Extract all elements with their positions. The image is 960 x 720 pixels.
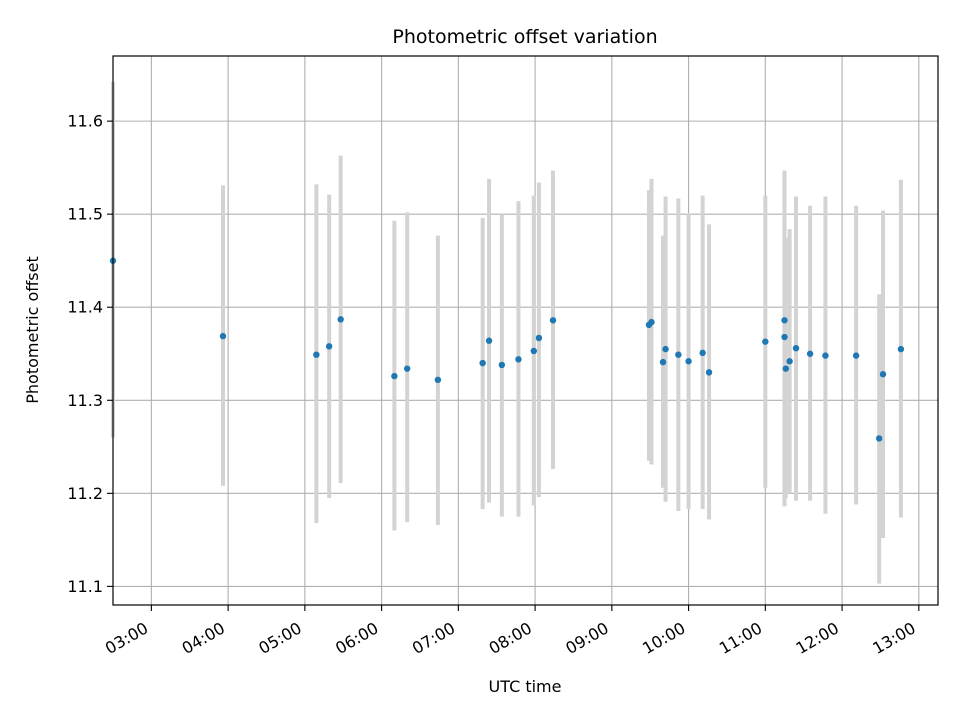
data-point [875, 435, 883, 442]
y-tick-label: 11.6 [67, 112, 103, 131]
x-tick-label: 07:00 [409, 618, 458, 658]
data-point [762, 338, 769, 345]
data-point [498, 361, 506, 369]
x-tick-label: 10:00 [639, 618, 688, 658]
data-point [337, 316, 344, 323]
grid [113, 56, 938, 605]
data-point [786, 358, 793, 365]
data-point [852, 352, 860, 359]
y-tick-label: 11.1 [67, 577, 103, 596]
data-point [403, 365, 411, 372]
x-tick-label: 12:00 [793, 618, 842, 658]
data-point [313, 351, 320, 358]
data-point [781, 317, 788, 324]
x-tick-label: 08:00 [486, 618, 535, 658]
data-point [675, 351, 682, 358]
y-axis-label: Photometric offset [23, 256, 42, 404]
x-axis-label: UTC time [489, 677, 562, 696]
x-tick-label: 05:00 [255, 618, 304, 658]
data-point [662, 345, 669, 353]
data-point [879, 371, 887, 378]
data-point [549, 317, 557, 324]
data-point [219, 332, 227, 340]
data-point [705, 369, 713, 376]
y-tick-label: 11.3 [67, 391, 103, 410]
x-tick-label: 09:00 [562, 618, 611, 658]
data-point [897, 345, 905, 353]
chart-title: Photometric offset variation [392, 26, 657, 48]
data-point [699, 349, 706, 357]
data-point [781, 333, 788, 341]
data-point [659, 358, 667, 366]
data-point [515, 356, 522, 363]
data-point [648, 318, 655, 326]
data-point [325, 343, 333, 350]
data-point [434, 376, 442, 384]
data-point [782, 365, 789, 372]
x-axis-ticks: 03:00 04:00 05:00 06:00 07:00 08:00 09:00 10:00… [102, 605, 920, 658]
x-tick-label: 03:00 [102, 618, 151, 658]
y-tick-label: 11.2 [67, 484, 103, 503]
data-points [109, 257, 905, 442]
x-tick-label: 06:00 [332, 618, 381, 658]
data-point [685, 358, 692, 365]
x-tick-label: 13:00 [869, 618, 918, 658]
data-point [535, 334, 543, 342]
x-tick-label: 11:00 [716, 618, 765, 658]
data-point [806, 350, 814, 357]
y-tick-label: 11.4 [67, 298, 103, 317]
plot-frame [112, 55, 939, 606]
x-tick-label: 04:00 [179, 618, 228, 658]
data-point [792, 344, 800, 352]
data-point [479, 359, 486, 367]
y-tick-label: 11.5 [67, 205, 103, 224]
y-axis-ticks: 11.1 11.2 11.3 11.4 11.5 11.6 [67, 112, 113, 596]
data-point [485, 337, 493, 344]
data-point [822, 352, 829, 359]
data-point [391, 372, 398, 380]
error-bars [111, 82, 903, 584]
data-point [530, 347, 538, 355]
